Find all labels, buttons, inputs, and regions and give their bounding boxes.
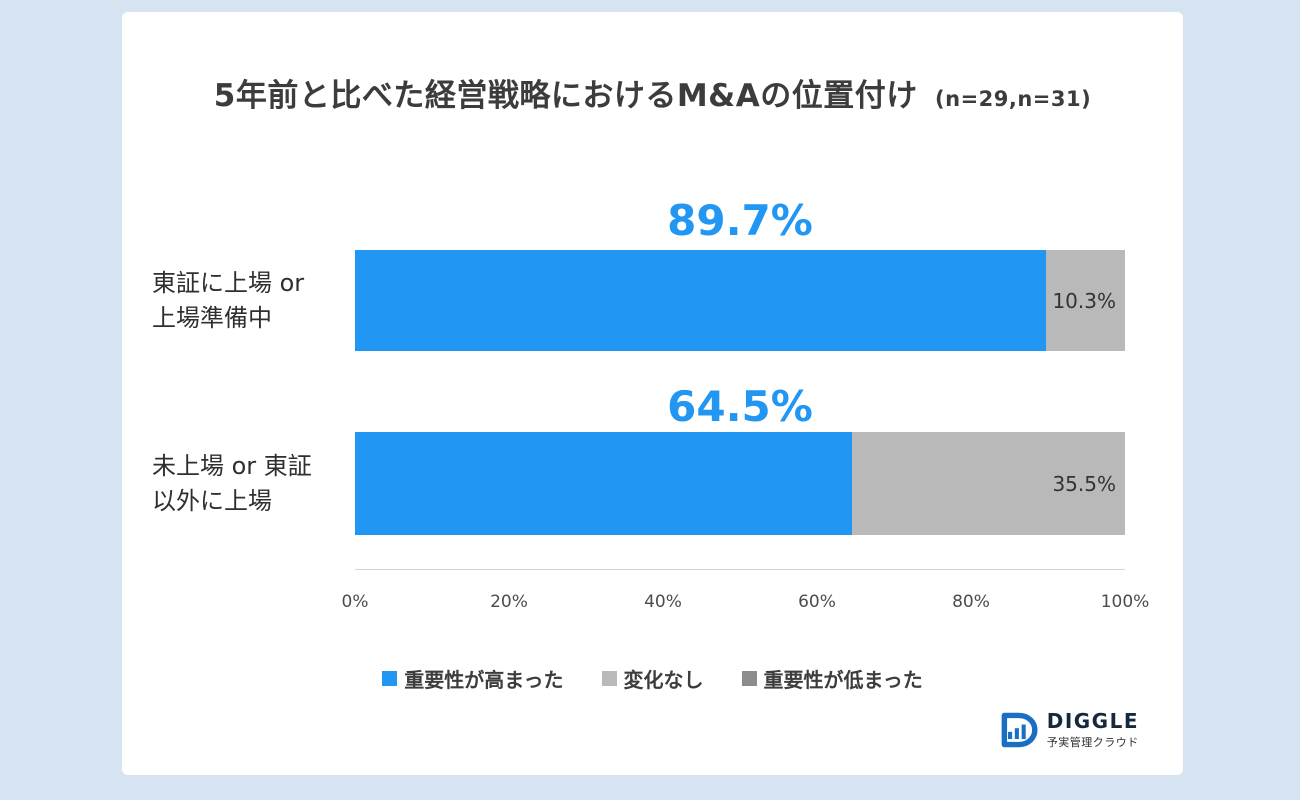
- x-tick: 80%: [952, 592, 990, 612]
- logo-brand-text: DIGGLE: [1046, 709, 1139, 733]
- x-axis-ticks: 0% 20% 40% 60% 80% 100%: [342, 592, 1150, 616]
- x-axis-line: [355, 569, 1125, 570]
- legend-swatch-blue: [382, 671, 398, 686]
- legend-swatch-light-gray: [601, 671, 617, 686]
- legend-item-no-change: 変化なし: [601, 664, 704, 693]
- x-tick: 60%: [798, 592, 836, 612]
- diggle-logo-icon: [998, 710, 1038, 750]
- bar-segment-importance-increased: [355, 250, 1046, 351]
- category-label-listed: 東証に上場 or 上場準備中: [152, 268, 305, 332]
- legend-item-importance-decreased: 重要性が低まった: [741, 664, 923, 693]
- bar-value-label-unlisted: 64.5%: [667, 382, 813, 431]
- legend-label-no-change: 変化なし: [623, 668, 704, 692]
- stacked-bar-unlisted: 35.5%: [355, 432, 1125, 535]
- bar-segment-no-change: 10.3%: [1045, 250, 1125, 351]
- bar-value-label-listed: 89.7%: [667, 196, 813, 245]
- logo-tagline: 予実管理クラウド: [1046, 736, 1139, 749]
- legend-item-importance-increased: 重要性が高まった: [382, 664, 564, 693]
- legend: 重要性が高まった 変化なし 重要性が低まった: [122, 664, 1183, 693]
- bar-segment-no-change: 35.5%: [851, 432, 1125, 535]
- chart-card: 5年前と比べた経営戦略におけるM&Aの位置付け (n=29,n=31) 89.7…: [122, 12, 1183, 775]
- x-tick: 40%: [644, 592, 682, 612]
- segment-value-label: 35.5%: [1052, 471, 1116, 496]
- x-tick: 0%: [341, 592, 369, 612]
- x-tick: 20%: [490, 592, 528, 612]
- legend-label-importance-decreased: 重要性が低まった: [763, 668, 923, 692]
- chart-title-text: 5年前と比べた経営戦略におけるM&Aの位置付け: [213, 78, 918, 114]
- logo-text-block: DIGGLE 予実管理クラウド: [1047, 710, 1139, 750]
- sample-size-note: (n=29,n=31): [935, 87, 1092, 111]
- legend-label-importance-increased: 重要性が高まった: [404, 668, 564, 692]
- bar-segment-importance-increased: [355, 432, 852, 535]
- diggle-logo: DIGGLE 予実管理クラウド: [998, 710, 1139, 750]
- stacked-bar-listed: 10.3%: [355, 250, 1125, 351]
- x-tick: 100%: [1100, 592, 1150, 612]
- legend-swatch-dark-gray: [741, 671, 757, 686]
- category-label-unlisted: 未上場 or 東証 以外に上場: [152, 451, 312, 515]
- segment-value-label: 10.3%: [1052, 288, 1116, 313]
- chart-title: 5年前と比べた経営戦略におけるM&Aの位置付け (n=29,n=31): [122, 70, 1183, 115]
